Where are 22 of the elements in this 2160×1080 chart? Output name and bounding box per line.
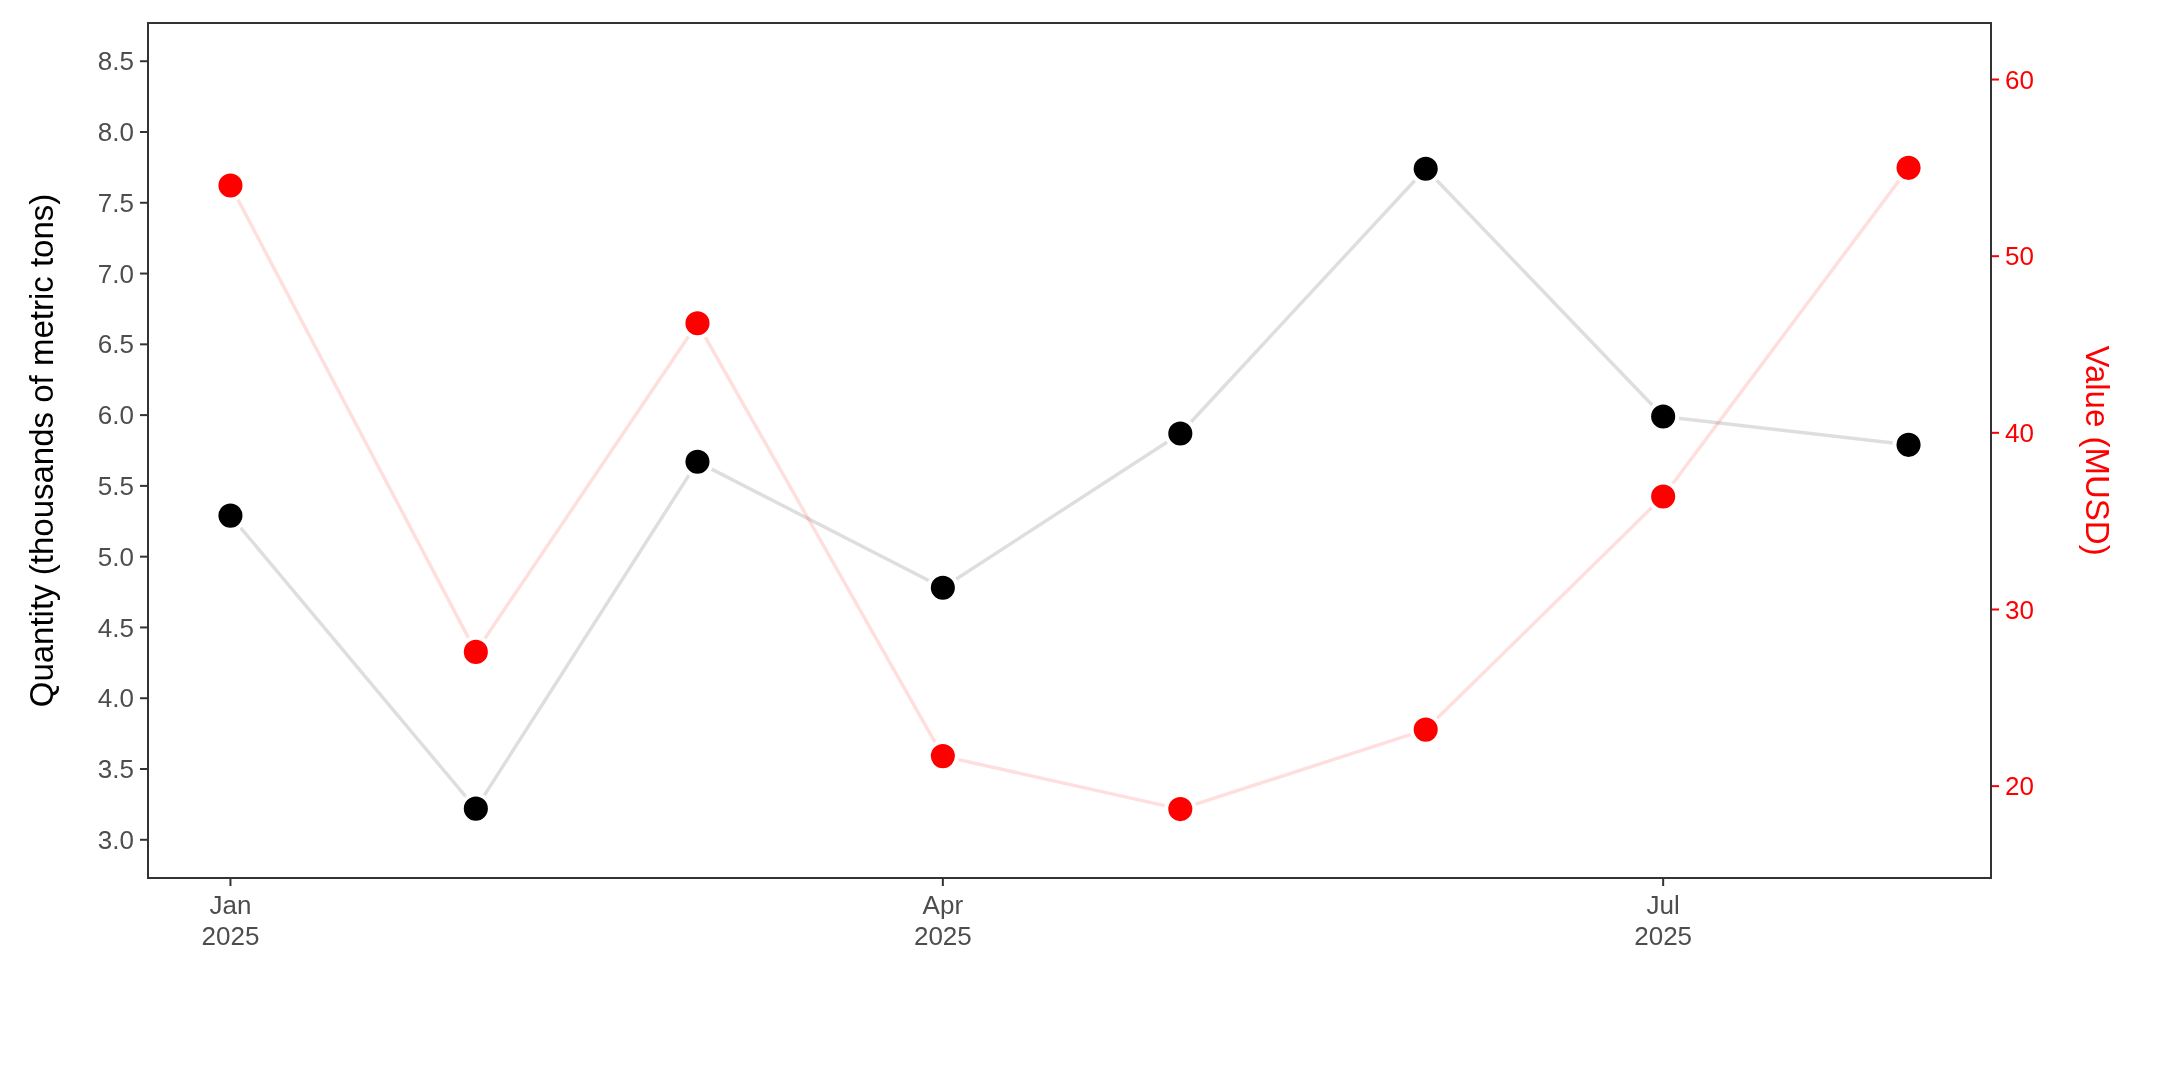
y-axis-title: Quantity (thousands of metric tons) — [23, 193, 60, 708]
y-tick-label: 4.5 — [97, 612, 134, 643]
x-tick-label: Jul 2025 — [1634, 890, 1693, 951]
y-tick-label: 4.0 — [97, 683, 134, 714]
y2-tick-label: 30 — [2005, 594, 2034, 625]
y2-tick-label: 40 — [2005, 417, 2034, 448]
y-tick-label: 5.0 — [97, 541, 134, 572]
y-tick-label: 3.0 — [97, 824, 134, 855]
y-tick-label: 6.0 — [97, 400, 134, 431]
y-tick-label: 7.0 — [97, 258, 134, 289]
y-tick-label: 3.5 — [97, 754, 134, 785]
y2-tick-label: 20 — [2005, 771, 2034, 802]
x-tick-label: Apr 2025 — [913, 890, 972, 951]
y-tick-label: 5.5 — [97, 470, 134, 501]
y-tick-label: 6.5 — [97, 329, 134, 360]
y2-tick-label: 60 — [2005, 64, 2034, 95]
x-tick-label: Jan 2025 — [201, 890, 260, 951]
y2-axis-title: Value (MUSD) — [2079, 345, 2116, 556]
y-tick-label: 8.0 — [97, 117, 134, 148]
y2-tick-label: 50 — [2005, 241, 2034, 272]
y-tick-label: 8.5 — [97, 46, 134, 77]
y-tick-label: 7.5 — [97, 187, 134, 218]
